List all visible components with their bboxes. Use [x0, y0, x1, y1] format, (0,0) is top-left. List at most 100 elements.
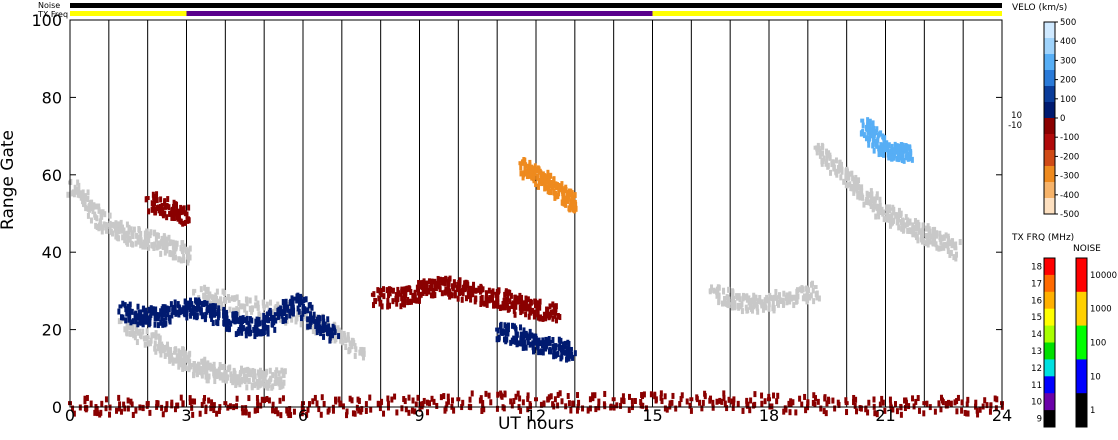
data-point	[256, 407, 260, 414]
data-point	[353, 410, 357, 417]
data-point	[126, 240, 130, 247]
data-point	[352, 340, 356, 347]
data-point	[202, 365, 206, 372]
data-point	[530, 332, 534, 339]
data-point	[329, 331, 333, 338]
data-point	[183, 219, 187, 226]
data-point	[178, 217, 182, 224]
data-point	[845, 409, 849, 416]
data-point	[126, 303, 130, 310]
velocity-tick-label: -200	[1060, 152, 1079, 162]
velocity-colorbar-side-label: 10	[1011, 111, 1022, 121]
data-point	[883, 407, 887, 414]
data-point	[244, 332, 248, 339]
data-point	[337, 333, 341, 340]
data-point	[231, 317, 235, 324]
data-point	[314, 322, 318, 329]
data-point	[950, 239, 954, 246]
data-point	[502, 405, 506, 412]
data-point	[911, 230, 915, 237]
data-point	[320, 394, 324, 401]
data-point	[892, 147, 896, 154]
data-point	[419, 291, 423, 298]
data-point	[356, 396, 360, 403]
freq-tick-label: 11	[1031, 381, 1042, 391]
data-point	[458, 281, 462, 288]
data-point	[229, 377, 233, 384]
data-point	[685, 398, 689, 405]
data-point	[899, 151, 903, 158]
data-point	[247, 395, 251, 402]
data-point	[143, 243, 147, 250]
data-point	[535, 305, 539, 312]
data-point	[403, 398, 407, 405]
data-point	[261, 319, 265, 326]
data-point	[813, 401, 817, 408]
data-point	[526, 395, 530, 402]
data-point	[278, 316, 282, 323]
data-point	[555, 182, 559, 189]
data-point	[100, 400, 104, 407]
data-point	[108, 411, 112, 418]
data-point	[364, 401, 368, 408]
data-point	[522, 339, 526, 346]
data-point	[748, 407, 752, 414]
data-point	[92, 203, 96, 210]
data-point	[284, 298, 288, 305]
data-point	[552, 343, 556, 350]
x-tick-label: 3	[181, 406, 191, 425]
data-point	[782, 290, 786, 297]
data-point	[184, 246, 188, 253]
data-point	[527, 313, 531, 320]
data-point	[450, 397, 454, 404]
data-point	[428, 400, 432, 407]
data-point	[785, 299, 789, 306]
data-point	[141, 243, 145, 250]
data-point	[128, 236, 132, 243]
data-point	[720, 398, 724, 405]
data-point	[255, 395, 259, 402]
y-tick-label: 40	[42, 243, 62, 262]
data-point	[139, 230, 143, 237]
data-point	[439, 394, 443, 401]
data-point	[308, 302, 312, 309]
data-point	[422, 281, 426, 288]
data-point	[861, 122, 865, 129]
freq-tick-label: 14	[1031, 330, 1042, 340]
data-point	[422, 278, 426, 285]
data-point	[534, 166, 538, 173]
data-point	[924, 240, 928, 247]
data-point	[146, 315, 150, 322]
data-point	[727, 302, 731, 309]
data-point	[770, 403, 774, 410]
data-point	[205, 308, 209, 315]
data-point	[484, 390, 488, 397]
data-point	[317, 406, 321, 413]
data-point	[173, 309, 177, 316]
data-point	[446, 398, 450, 405]
data-point	[222, 308, 226, 315]
data-point	[296, 305, 300, 312]
velocity-tick-label: 400	[1060, 37, 1076, 47]
data-point	[276, 314, 280, 321]
data-point	[882, 216, 886, 223]
data-point	[811, 399, 815, 406]
data-point	[749, 397, 753, 404]
data-point	[897, 207, 901, 214]
data-point	[815, 294, 819, 301]
data-point	[122, 401, 126, 408]
data-point	[168, 351, 172, 358]
data-point	[250, 382, 254, 389]
data-point	[538, 315, 542, 322]
data-point	[156, 240, 160, 247]
data-point	[103, 211, 107, 218]
data-point	[438, 286, 442, 293]
data-point	[362, 347, 366, 354]
data-point	[862, 132, 866, 139]
data-point	[817, 295, 821, 302]
data-point	[890, 143, 894, 150]
data-point	[292, 307, 296, 314]
data-point	[870, 132, 874, 139]
data-point	[451, 285, 455, 292]
data-point	[263, 397, 267, 404]
